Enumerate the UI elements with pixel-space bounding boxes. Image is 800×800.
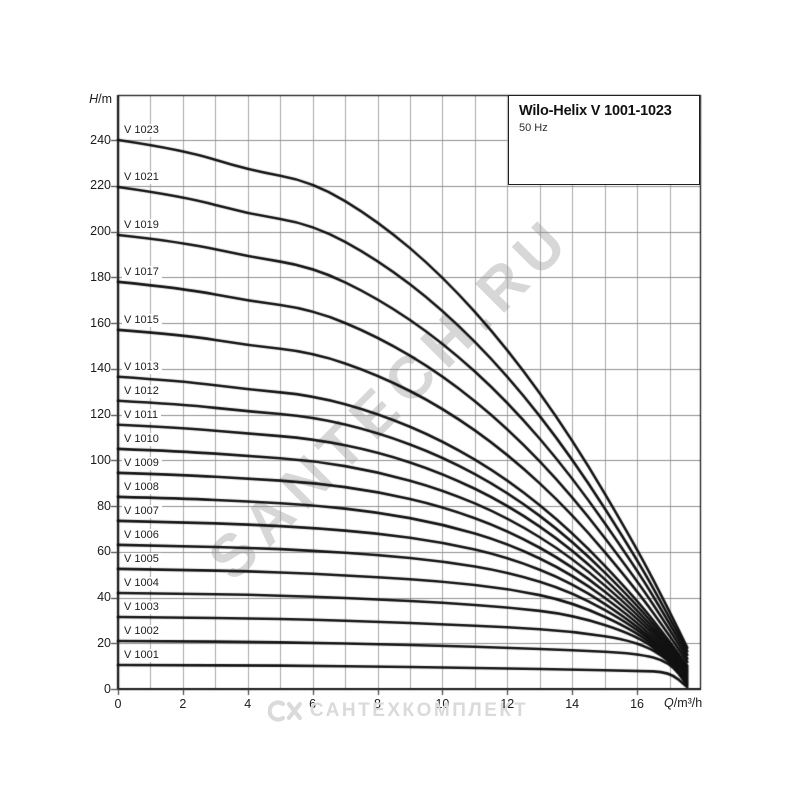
bottom-watermark-text: САНТЕХКОМПЛЕКТ (309, 700, 529, 721)
santech-logo-icon (267, 700, 302, 722)
chart-title-box: Wilo-Helix V 1001-1023 50 Hz (508, 95, 700, 185)
bottom-watermark: САНТЕХКОМПЛЕКТ (267, 700, 529, 722)
chart-title: Wilo-Helix V 1001-1023 (519, 103, 672, 119)
chart-subtitle: 50 Hz (519, 122, 548, 134)
